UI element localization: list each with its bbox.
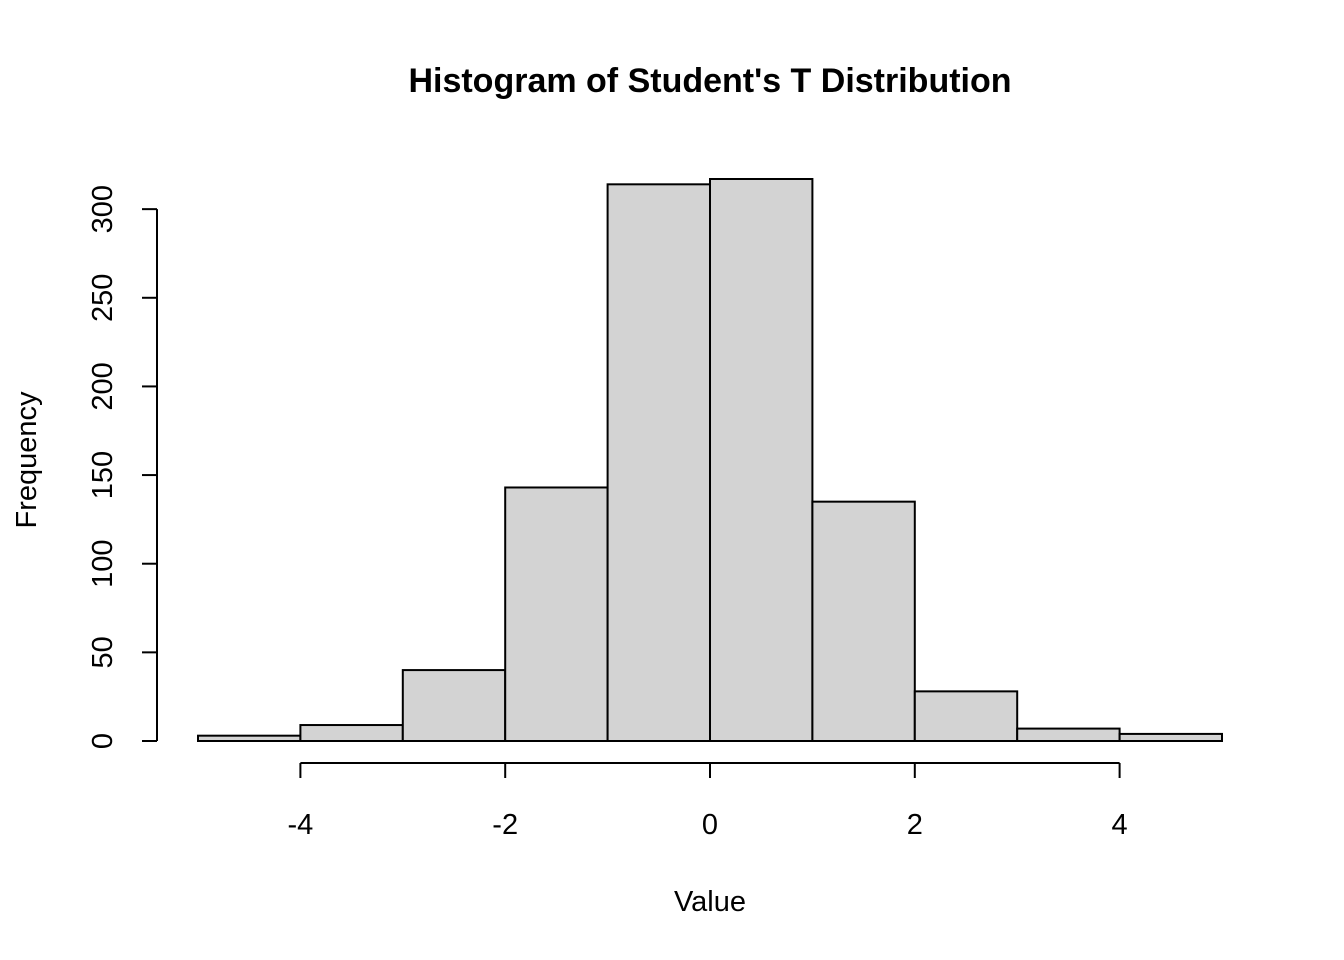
histogram-bar: [811, 500, 916, 743]
y-tick-label: 50: [87, 636, 119, 668]
chart-title: Histogram of Student's T Distribution: [408, 62, 1011, 100]
x-tick-label: -2: [492, 809, 518, 841]
histogram-bar: [299, 724, 404, 743]
y-tick-label: 100: [87, 540, 119, 588]
y-tick-label: 200: [87, 362, 119, 410]
y-tick-label: 300: [87, 185, 119, 233]
x-tick-label: 0: [702, 809, 718, 841]
histogram-bar: [606, 183, 711, 743]
x-axis-label: Value: [674, 886, 746, 918]
histogram-bar: [1118, 732, 1223, 742]
histogram-bar: [709, 178, 814, 742]
x-tick-label: -4: [288, 809, 314, 841]
y-tick-label: 0: [87, 733, 119, 749]
x-tick-label: 2: [907, 809, 923, 841]
y-axis: 0 50 100 150 200 250 300: [87, 185, 158, 749]
histogram-bar: [197, 734, 302, 743]
y-tick-label: 250: [87, 274, 119, 322]
y-tick-label: 150: [87, 451, 119, 499]
histogram-bars: [197, 178, 1223, 743]
histogram-bar: [1016, 727, 1121, 742]
histogram-bar: [504, 486, 609, 742]
x-tick-label: 4: [1112, 809, 1128, 841]
histogram-bar: [913, 690, 1019, 742]
y-axis-label: Frequency: [11, 391, 43, 529]
histogram-bar: [401, 669, 507, 742]
x-axis: -4 -2 0 2 4: [288, 762, 1128, 841]
